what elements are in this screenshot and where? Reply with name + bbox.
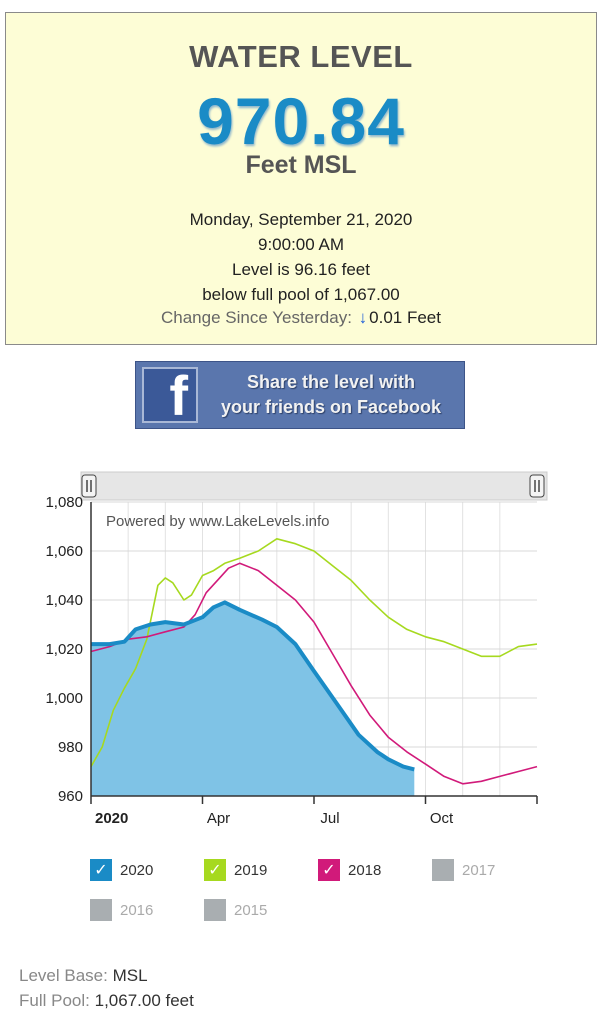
reading-time: 9:00:00 AM	[257, 235, 344, 254]
reading-date: Monday, September 21, 2020	[189, 210, 413, 229]
level-base-label: Level Base:	[19, 966, 108, 985]
checkbox-checked-icon[interactable]: ✓	[90, 859, 112, 881]
water-level-title: WATER LEVEL	[189, 39, 413, 74]
x-tick-label: Oct	[430, 810, 454, 827]
checkbox-unchecked-icon[interactable]	[90, 899, 112, 921]
y-tick-label: 1,060	[45, 543, 83, 560]
change-label: Change Since Yesterday:	[161, 308, 352, 327]
legend-label: 2016	[120, 901, 154, 919]
x-tick-label: 2020	[95, 810, 128, 827]
legend-item-2020[interactable]: ✓ 2020	[90, 858, 153, 882]
y-tick-label: 1,020	[45, 641, 83, 658]
y-tick-label: 1,040	[45, 592, 83, 609]
series-2019-line	[90, 538, 538, 767]
checkbox-checked-icon[interactable]: ✓	[204, 859, 226, 881]
series-2020-line	[91, 600, 415, 772]
change-since-yesterday: Change Since Yesterday: ↓ 0.01 Feet	[6, 308, 596, 328]
full-pool-label: Full Pool:	[19, 991, 90, 1010]
water-level-chart: 960 980 1,000 1,020 1,040 1,060 1,080 Powered b…	[0, 460, 600, 840]
level-base-line: Level Base: MSL	[19, 966, 148, 986]
full-pool-info-line: Full Pool: 1,067.00 feet	[19, 991, 194, 1011]
chart-watermark: Powered by www.LakeLevels.info	[106, 513, 329, 530]
x-tick-label: Jul	[320, 810, 339, 827]
facebook-icon: f	[142, 367, 198, 423]
change-value: 0.01 Feet	[369, 308, 441, 327]
full-pool-line: below full pool of 1,067.00	[202, 285, 400, 304]
y-tick-label: 1,000	[45, 690, 83, 707]
share-line-2: your friends on Facebook	[220, 397, 442, 417]
level-base-value: MSL	[112, 966, 148, 985]
range-navigator-bar	[80, 471, 548, 501]
legend-label: 2020	[120, 861, 154, 879]
legend-item-2016[interactable]: 2016	[90, 898, 153, 922]
y-tick-label: 1,080	[45, 494, 83, 511]
share-line-1: Share the level with	[246, 372, 416, 392]
legend-item-2018[interactable]: ✓ 2018	[318, 858, 381, 882]
legend-label: 2018	[348, 861, 382, 879]
legend-item-2019[interactable]: ✓ 2019	[204, 858, 267, 882]
range-handle-left[interactable]	[81, 474, 97, 498]
y-tick-label: 980	[58, 739, 83, 756]
legend-label: 2019	[234, 861, 268, 879]
series-2020-area	[91, 602, 415, 796]
water-level-unit: Feet MSL	[245, 151, 357, 179]
down-arrow-icon: ↓	[358, 308, 368, 327]
facebook-share-button[interactable]: f Share the level with your friends on F…	[135, 361, 465, 429]
facebook-share-label: Share the level with your friends on Fac…	[198, 370, 464, 420]
range-handle-right[interactable]	[529, 474, 545, 498]
checkbox-checked-icon[interactable]: ✓	[318, 859, 340, 881]
series-2018-line	[90, 562, 538, 785]
y-tick-label: 960	[58, 788, 83, 805]
checkbox-unchecked-icon[interactable]	[204, 899, 226, 921]
checkbox-unchecked-icon[interactable]	[432, 859, 454, 881]
full-pool-value: 1,067.00 feet	[94, 991, 194, 1010]
legend-label: 2015	[234, 901, 268, 919]
water-level-value: 970.84	[197, 84, 405, 158]
legend-item-2015[interactable]: 2015	[204, 898, 267, 922]
level-below-line: Level is 96.16 feet	[232, 260, 370, 279]
water-level-card: WATER LEVEL 970.84 Feet MSL Monday, Sept…	[5, 12, 597, 345]
chart-svg: 960 980 1,000 1,020 1,040 1,060 1,080 Powered b…	[45, 471, 548, 827]
legend-label: 2017	[462, 861, 496, 879]
legend-item-2017[interactable]: 2017	[432, 858, 495, 882]
x-tick-label: Apr	[207, 810, 230, 827]
